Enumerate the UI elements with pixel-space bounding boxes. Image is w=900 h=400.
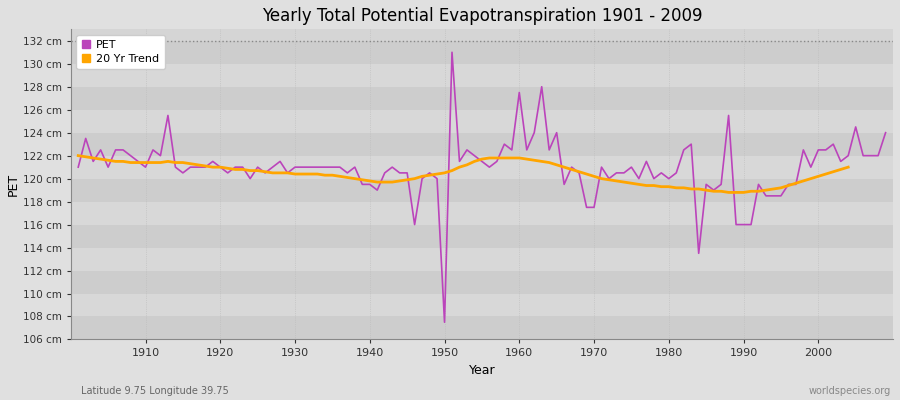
Bar bbox=[71, 202, 893, 224]
Bar bbox=[71, 224, 893, 248]
Legend: PET, 20 Yr Trend: PET, 20 Yr Trend bbox=[76, 35, 165, 70]
Text: worldspecies.org: worldspecies.org bbox=[809, 386, 891, 396]
Text: Latitude 9.75 Longitude 39.75: Latitude 9.75 Longitude 39.75 bbox=[81, 386, 229, 396]
Bar bbox=[71, 64, 893, 87]
Bar bbox=[71, 87, 893, 110]
Bar bbox=[71, 316, 893, 340]
Bar bbox=[71, 133, 893, 156]
Y-axis label: PET: PET bbox=[7, 173, 20, 196]
Bar bbox=[71, 179, 893, 202]
Bar bbox=[71, 41, 893, 64]
Bar bbox=[71, 156, 893, 179]
Bar bbox=[71, 110, 893, 133]
Bar bbox=[71, 270, 893, 294]
Bar bbox=[71, 248, 893, 270]
Bar bbox=[71, 294, 893, 316]
X-axis label: Year: Year bbox=[469, 364, 495, 377]
Title: Yearly Total Potential Evapotranspiration 1901 - 2009: Yearly Total Potential Evapotranspiratio… bbox=[262, 7, 702, 25]
